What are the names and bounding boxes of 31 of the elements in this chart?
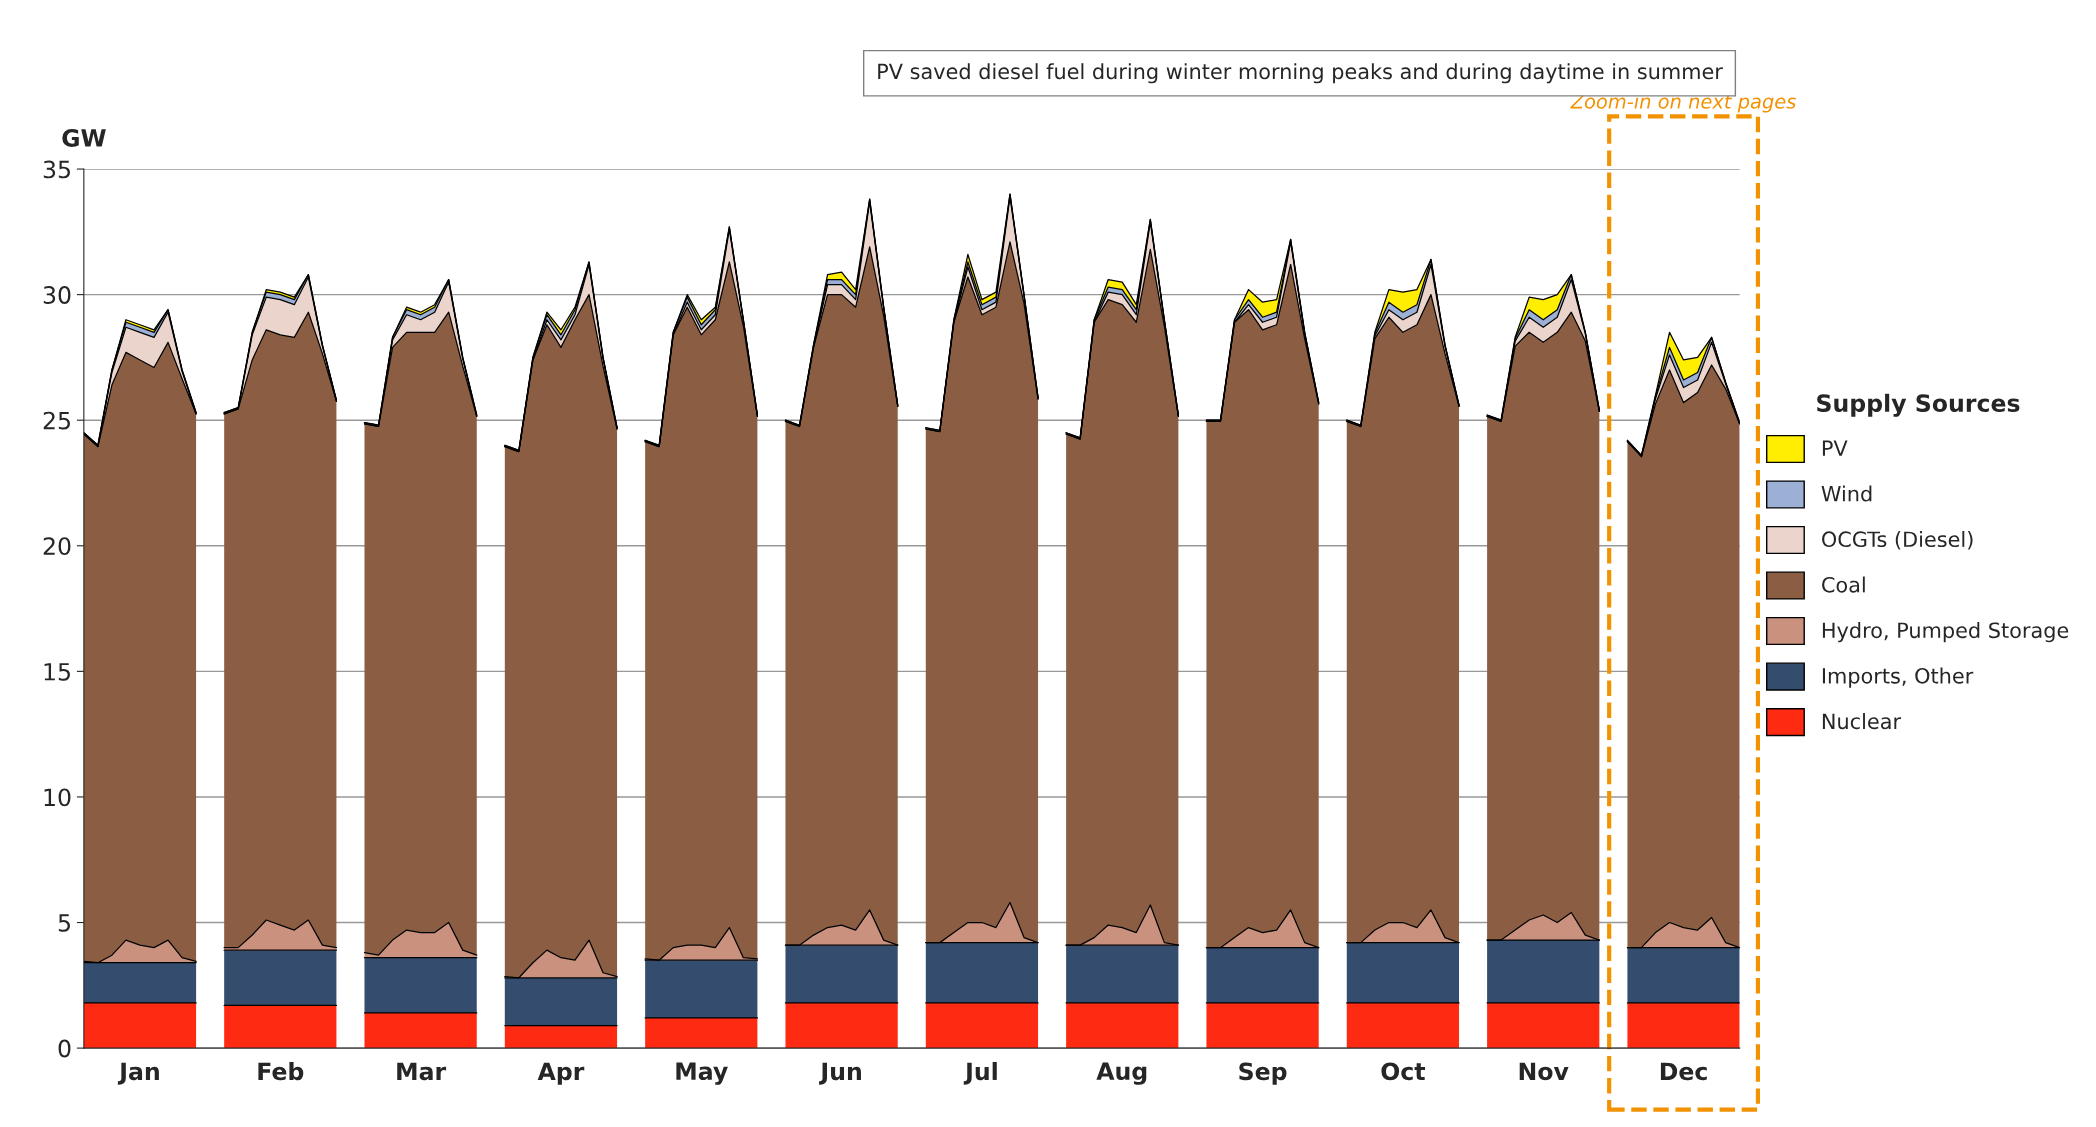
x-tick-label: Jun: [819, 1062, 861, 1085]
y-tick-label: 5: [58, 914, 70, 932]
legend-label: Hydro, Pumped Storage: [1822, 622, 2069, 643]
y-tick-label: 15: [44, 663, 70, 681]
x-tick-label: Nov: [1519, 1062, 1569, 1081]
text: PV saved diesel fuel during winter morning peaks and during daytime in summer: [878, 63, 1723, 84]
legend-label: Imports, Other: [1822, 667, 1974, 688]
y-tick-label: 30: [43, 286, 71, 304]
x-tick-label: Oct: [1381, 1062, 1426, 1081]
y-tick-label: 35: [43, 160, 70, 179]
x-tick-label: Jul: [963, 1062, 997, 1085]
x-tick-label: Dec: [1660, 1062, 1707, 1081]
x-tick-label: Sep: [1239, 1062, 1287, 1085]
y-tick-label: 25: [43, 411, 70, 430]
y-tick-label: 20: [43, 537, 71, 556]
legend-label: Nuclear: [1822, 713, 1902, 730]
y-tick-label: 0: [58, 1039, 71, 1058]
legend-label: OCGTs (Diesel): [1822, 530, 1973, 550]
x-tick-label: Feb: [258, 1062, 304, 1081]
text: Zoom-in on next pages: [1570, 93, 1796, 113]
legend-label: Coal: [1822, 576, 1865, 593]
x-tick-label: Apr: [537, 1062, 585, 1085]
legend-title: Supply Sources: [1817, 393, 2020, 417]
x-tick-label: Mar: [397, 1062, 447, 1081]
y-axis-title: GW: [62, 129, 106, 147]
y-tick-label: 10: [44, 788, 71, 807]
x-tick-label: Jan: [117, 1062, 159, 1085]
legend-label: PV: [1822, 440, 1848, 456]
x-tick-label: Aug: [1096, 1062, 1147, 1085]
x-tick-label: May: [676, 1062, 728, 1085]
legend-label: Wind: [1821, 485, 1872, 502]
